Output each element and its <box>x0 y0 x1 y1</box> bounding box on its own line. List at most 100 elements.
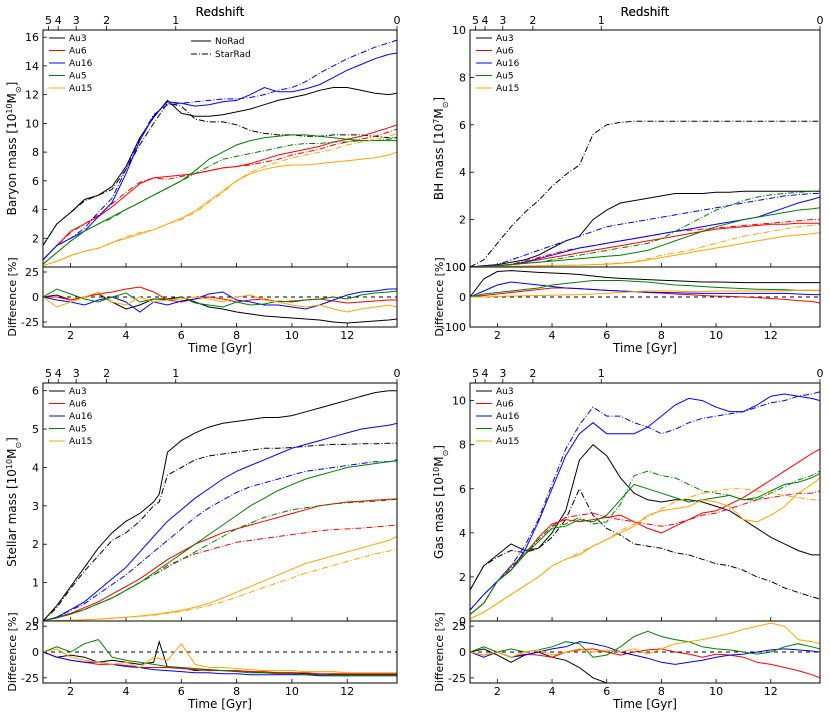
legend: Au3 Au6 Au16 Au5 Au15 <box>476 387 520 447</box>
series-Au15-diff <box>470 289 820 298</box>
series-Au15-diff <box>470 622 820 658</box>
series-Au15-diff <box>43 642 397 674</box>
redshift-title: Redshift <box>196 5 245 19</box>
series-Au3-starrad <box>470 120 820 267</box>
y-tick-label: 10 <box>25 117 39 130</box>
legend-label-Au3: Au3 <box>69 387 87 397</box>
redshift-tick-label: 5 <box>472 14 479 27</box>
y-axis-label: BH mass [107M⊙] <box>432 97 450 200</box>
y-tick-label: 8 <box>459 71 466 84</box>
redshift-tick-label: 0 <box>817 14 824 27</box>
legend-label-Au3: Au3 <box>69 34 87 44</box>
redshift-tick-label: 2 <box>103 14 110 27</box>
y-tick-label: 12 <box>25 89 39 102</box>
redshift-tick-label: 4 <box>482 367 489 380</box>
main-frame <box>469 382 821 622</box>
x-axis-label: Time [Gyr] <box>187 341 252 355</box>
redshift-tick-label: 2 <box>103 367 110 380</box>
series-Au6-starrad <box>470 490 820 615</box>
y-tick-label: 10 <box>452 24 466 37</box>
redshift-tick-label: 1 <box>598 14 605 27</box>
series-Au3-norad <box>470 190 820 267</box>
x-tick-label: 6 <box>603 329 610 342</box>
x-tick-label: 12 <box>764 685 778 698</box>
redshift-tick-label: 5 <box>45 367 52 380</box>
x-tick-label: 8 <box>233 685 240 698</box>
series-Au5-starrad <box>470 470 820 615</box>
y-tick-label: 2 <box>32 538 39 551</box>
diff-y-tick-label: 25 <box>25 266 39 279</box>
x-axis-label: Time [Gyr] <box>612 697 677 711</box>
redshift-title: Redshift <box>621 5 670 19</box>
x-tick-label: 6 <box>178 685 185 698</box>
diff-plot-area <box>470 622 820 683</box>
x-tick-label: 2 <box>67 329 74 342</box>
x-axis-label: Time [Gyr] <box>187 697 252 711</box>
y-tick-label: 4 <box>459 166 466 179</box>
legend-label-Au3: Au3 <box>496 34 514 44</box>
series-Au15-diff <box>43 291 397 313</box>
series-Au6-norad <box>470 448 820 615</box>
series-Au5-norad <box>43 460 397 621</box>
series-Au3-diff <box>470 270 820 298</box>
series-Au5-starrad <box>470 190 820 267</box>
redshift-tick-label: 1 <box>172 14 179 27</box>
legend-label-Au5: Au5 <box>69 72 87 82</box>
diff-frame <box>469 620 821 684</box>
x-tick-label: 2 <box>494 329 501 342</box>
diff-axis-label: Difference [%] <box>433 612 446 691</box>
series-Au16-norad <box>470 196 820 267</box>
redshift-tick-label: 3 <box>499 14 506 27</box>
diff-y-tick-label: 0 <box>32 291 39 304</box>
series-Au5-diff <box>470 280 820 298</box>
diff-frame <box>42 620 398 684</box>
legend-label-Au15: Au15 <box>69 437 92 447</box>
series-Au3-norad <box>43 390 397 621</box>
redshift-tick-label: 2 <box>529 14 536 27</box>
legend-label-Au16: Au16 <box>69 412 93 422</box>
y-axis-label: Stellar mass [1010M⊙] <box>5 437 23 567</box>
series-Au6-diff <box>43 286 397 304</box>
series-Au15-norad <box>43 536 397 621</box>
series-Au6-starrad <box>43 524 397 621</box>
x-tick-label: 10 <box>285 685 299 698</box>
redshift-tick-label: 4 <box>482 14 489 27</box>
series-Au16-starrad <box>43 459 397 621</box>
x-tick-label: 8 <box>658 685 665 698</box>
series-Au3-starrad <box>43 102 397 246</box>
main-plot-area <box>470 391 820 620</box>
y-tick-label: 4 <box>32 461 39 474</box>
series-Au5-norad <box>43 134 397 265</box>
diff-y-tick-label: -100 <box>441 321 466 334</box>
x-tick-label: 10 <box>709 329 723 342</box>
redshift-tick-label: 3 <box>73 367 80 380</box>
legend-label-Au5: Au5 <box>496 425 514 435</box>
x-tick-label: 8 <box>233 329 240 342</box>
y-tick-label: 4 <box>32 204 39 217</box>
series-Au3-starrad <box>470 487 820 600</box>
main-plot-area <box>43 39 397 267</box>
x-tick-label: 4 <box>549 329 556 342</box>
diff-y-tick-label: -25 <box>21 316 39 329</box>
y-tick-label: 2 <box>459 214 466 227</box>
redshift-tick-label: 1 <box>172 367 179 380</box>
x-tick-label: 2 <box>494 685 501 698</box>
legend-label-Au15: Au15 <box>496 84 519 94</box>
series-Au3-diff <box>43 293 397 324</box>
y-tick-label: 2 <box>32 232 39 245</box>
x-tick-label: 4 <box>122 685 129 698</box>
redshift-tick-label: 5 <box>472 367 479 380</box>
diff-axis-label: Difference [%] <box>433 257 446 336</box>
y-tick-label: 0 <box>459 615 466 628</box>
series-Au15-starrad <box>43 132 397 267</box>
diff-plot-area <box>470 270 820 304</box>
y-tick-label: 4 <box>459 527 466 540</box>
redshift-tick-label: 0 <box>817 367 824 380</box>
y-tick-label: 8 <box>32 146 39 159</box>
legend-label-Au16: Au16 <box>496 59 520 69</box>
y-tick-label: 16 <box>25 31 39 44</box>
series-Au15-starrad <box>43 548 397 621</box>
